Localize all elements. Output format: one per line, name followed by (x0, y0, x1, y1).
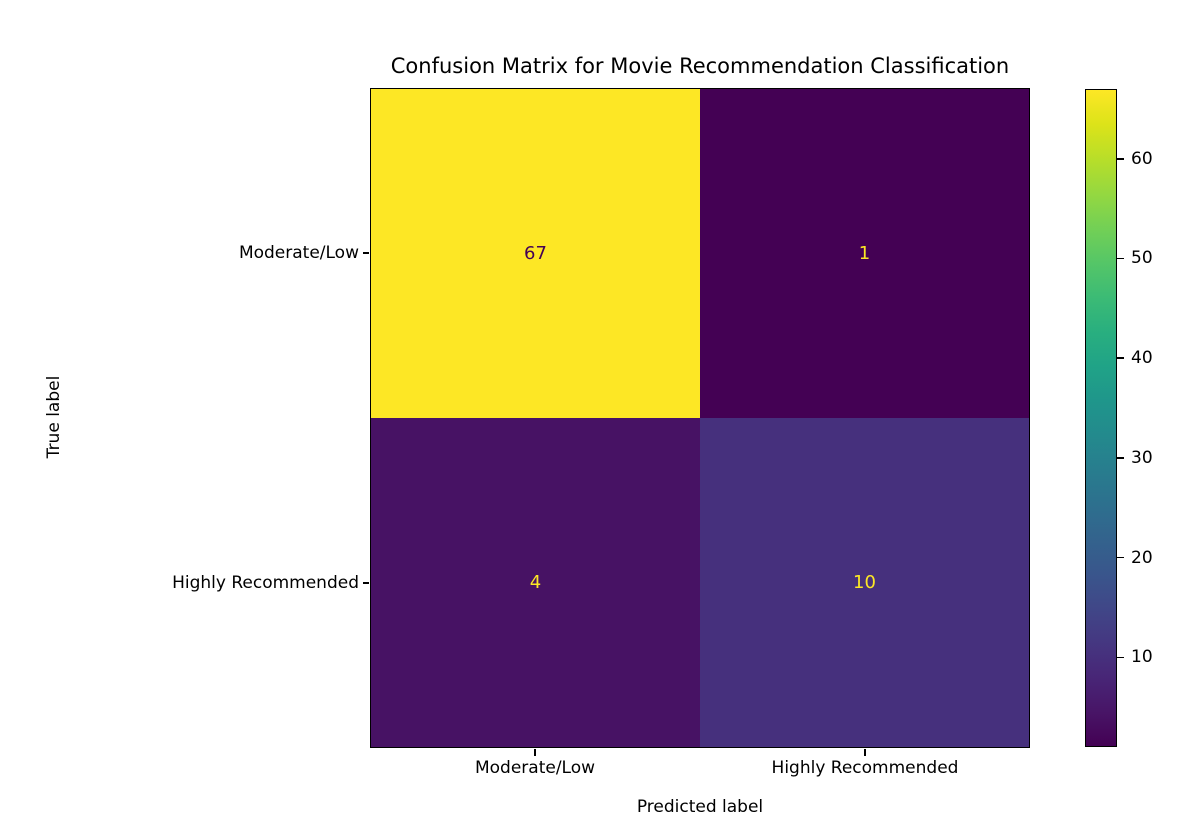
colorbar-tick-label: 20 (1131, 547, 1153, 568)
colorbar-tick-label: 60 (1131, 148, 1153, 169)
colorbar-tick-label: 30 (1131, 447, 1153, 468)
cell-value: 10 (853, 572, 876, 593)
x-tick-mark (534, 749, 536, 756)
cell-value: 67 (524, 243, 547, 264)
colorbar-tick-mark (1117, 556, 1124, 559)
matrix-cell-r1c1: 10 (700, 418, 1029, 747)
colorbar-tick-label: 40 (1131, 348, 1153, 369)
matrix-cell-r1c0: 4 (371, 418, 700, 747)
colorbar-tick-mark (1117, 656, 1124, 659)
x-tick-mark (864, 749, 866, 756)
colorbar-tick-mark (1117, 158, 1124, 160)
colorbar (1085, 89, 1117, 747)
y-tick-label: Highly Recommended (172, 573, 359, 593)
heatmap: 67 1 4 10 (370, 88, 1030, 748)
y-tick-mark (362, 582, 369, 584)
colorbar-tick-mark (1117, 257, 1124, 260)
matrix-cell-r0c1: 1 (700, 89, 1029, 418)
colorbar-tick-label: 10 (1131, 647, 1153, 668)
chart-title: Confusion Matrix for Movie Recommendatio… (390, 54, 1010, 78)
y-tick-label: Moderate/Low (238, 243, 359, 263)
y-axis-label: True label (44, 375, 64, 459)
colorbar-tick-label: 50 (1131, 248, 1153, 269)
colorbar-tick-mark (1117, 457, 1124, 459)
x-tick-label: Highly Recommended (771, 758, 959, 778)
cell-value: 4 (529, 572, 542, 593)
x-tick-label: Moderate/Low (474, 758, 596, 778)
y-tick-mark (362, 252, 369, 254)
colorbar-tick-mark (1117, 357, 1124, 359)
cell-value: 1 (858, 243, 871, 264)
matrix-cell-r0c0: 67 (371, 89, 700, 418)
x-axis-label: Predicted label (636, 797, 764, 817)
